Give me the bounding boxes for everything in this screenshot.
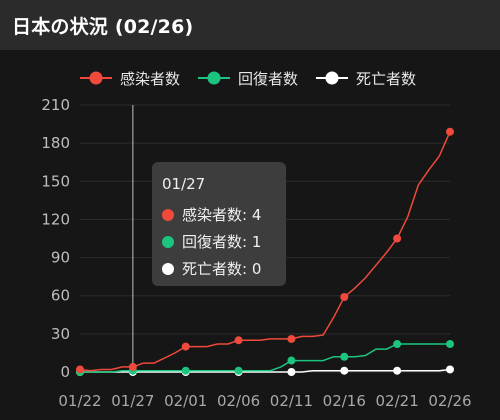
header-bar: 日本の状況 (02/26): [0, 0, 500, 50]
data-point: [446, 365, 454, 374]
legend-label: 死亡者数: [356, 70, 416, 88]
y-tick-label: 120: [41, 210, 70, 228]
data-point: [181, 366, 190, 375]
legend-marker-icon: [325, 71, 339, 85]
y-tick-label: 150: [41, 172, 70, 190]
legend-marker-icon: [89, 71, 103, 85]
y-tick-label: 0: [60, 363, 70, 381]
data-point: [340, 352, 349, 361]
x-tick-label: 02/11: [270, 392, 313, 410]
y-tick-label: 90: [51, 249, 70, 267]
data-point: [76, 365, 84, 374]
data-point: [393, 366, 402, 375]
data-point: [340, 292, 349, 301]
data-point: [234, 336, 243, 345]
tooltip-deaths-label: 死亡者数: 0: [182, 260, 262, 278]
data-point: [234, 366, 243, 375]
tooltip-infected-dot-icon: [162, 208, 174, 221]
tooltip-recovered-dot-icon: [162, 235, 174, 248]
tooltip-infected-label: 感染者数: 4: [182, 206, 262, 224]
y-tick-label: 210: [41, 96, 70, 114]
data-point: [287, 334, 296, 343]
chart-tooltip: 01/27 感染者数: 4 回復者数: 1 死亡者数: 0: [152, 162, 286, 286]
x-tick-label: 02/01: [164, 392, 207, 410]
series-line: [79, 131, 451, 372]
data-point: [128, 362, 137, 371]
legend-label: 感染者数: [120, 70, 180, 88]
x-tick-label: 02/16: [323, 392, 366, 410]
tooltip-row-recovered: 回復者数: 1: [162, 231, 261, 251]
tooltip-row-infected: 感染者数: 4: [162, 204, 261, 224]
x-tick-label: 02/06: [217, 392, 260, 410]
data-point: [446, 127, 454, 136]
tooltip-date: 01/27: [162, 175, 206, 193]
legend-label: 回復者数: [238, 70, 298, 88]
x-tick-label: 01/27: [111, 392, 154, 410]
legend-marker-icon: [207, 71, 221, 85]
data-point: [340, 366, 349, 375]
series-line: [80, 368, 451, 373]
data-point: [287, 368, 296, 376]
tooltip-recovered-label: 回復者数: 1: [182, 233, 262, 251]
data-point: [446, 340, 454, 349]
page-title: 日本の状況 (02/26): [12, 16, 194, 38]
x-tick-label: 01/22: [58, 392, 101, 410]
data-point: [287, 356, 296, 365]
tooltip-deaths-dot-icon: [162, 262, 174, 275]
series-line: [80, 343, 450, 373]
x-tick-label: 02/21: [376, 392, 419, 410]
data-point: [393, 234, 402, 243]
y-tick-label: 30: [51, 325, 70, 343]
tooltip-row-deaths: 死亡者数: 0: [162, 258, 261, 278]
x-tick-label: 02/26: [428, 392, 471, 410]
y-tick-label: 180: [41, 134, 70, 152]
y-tick-label: 60: [51, 287, 70, 305]
data-point: [181, 342, 190, 351]
data-point: [393, 340, 402, 349]
